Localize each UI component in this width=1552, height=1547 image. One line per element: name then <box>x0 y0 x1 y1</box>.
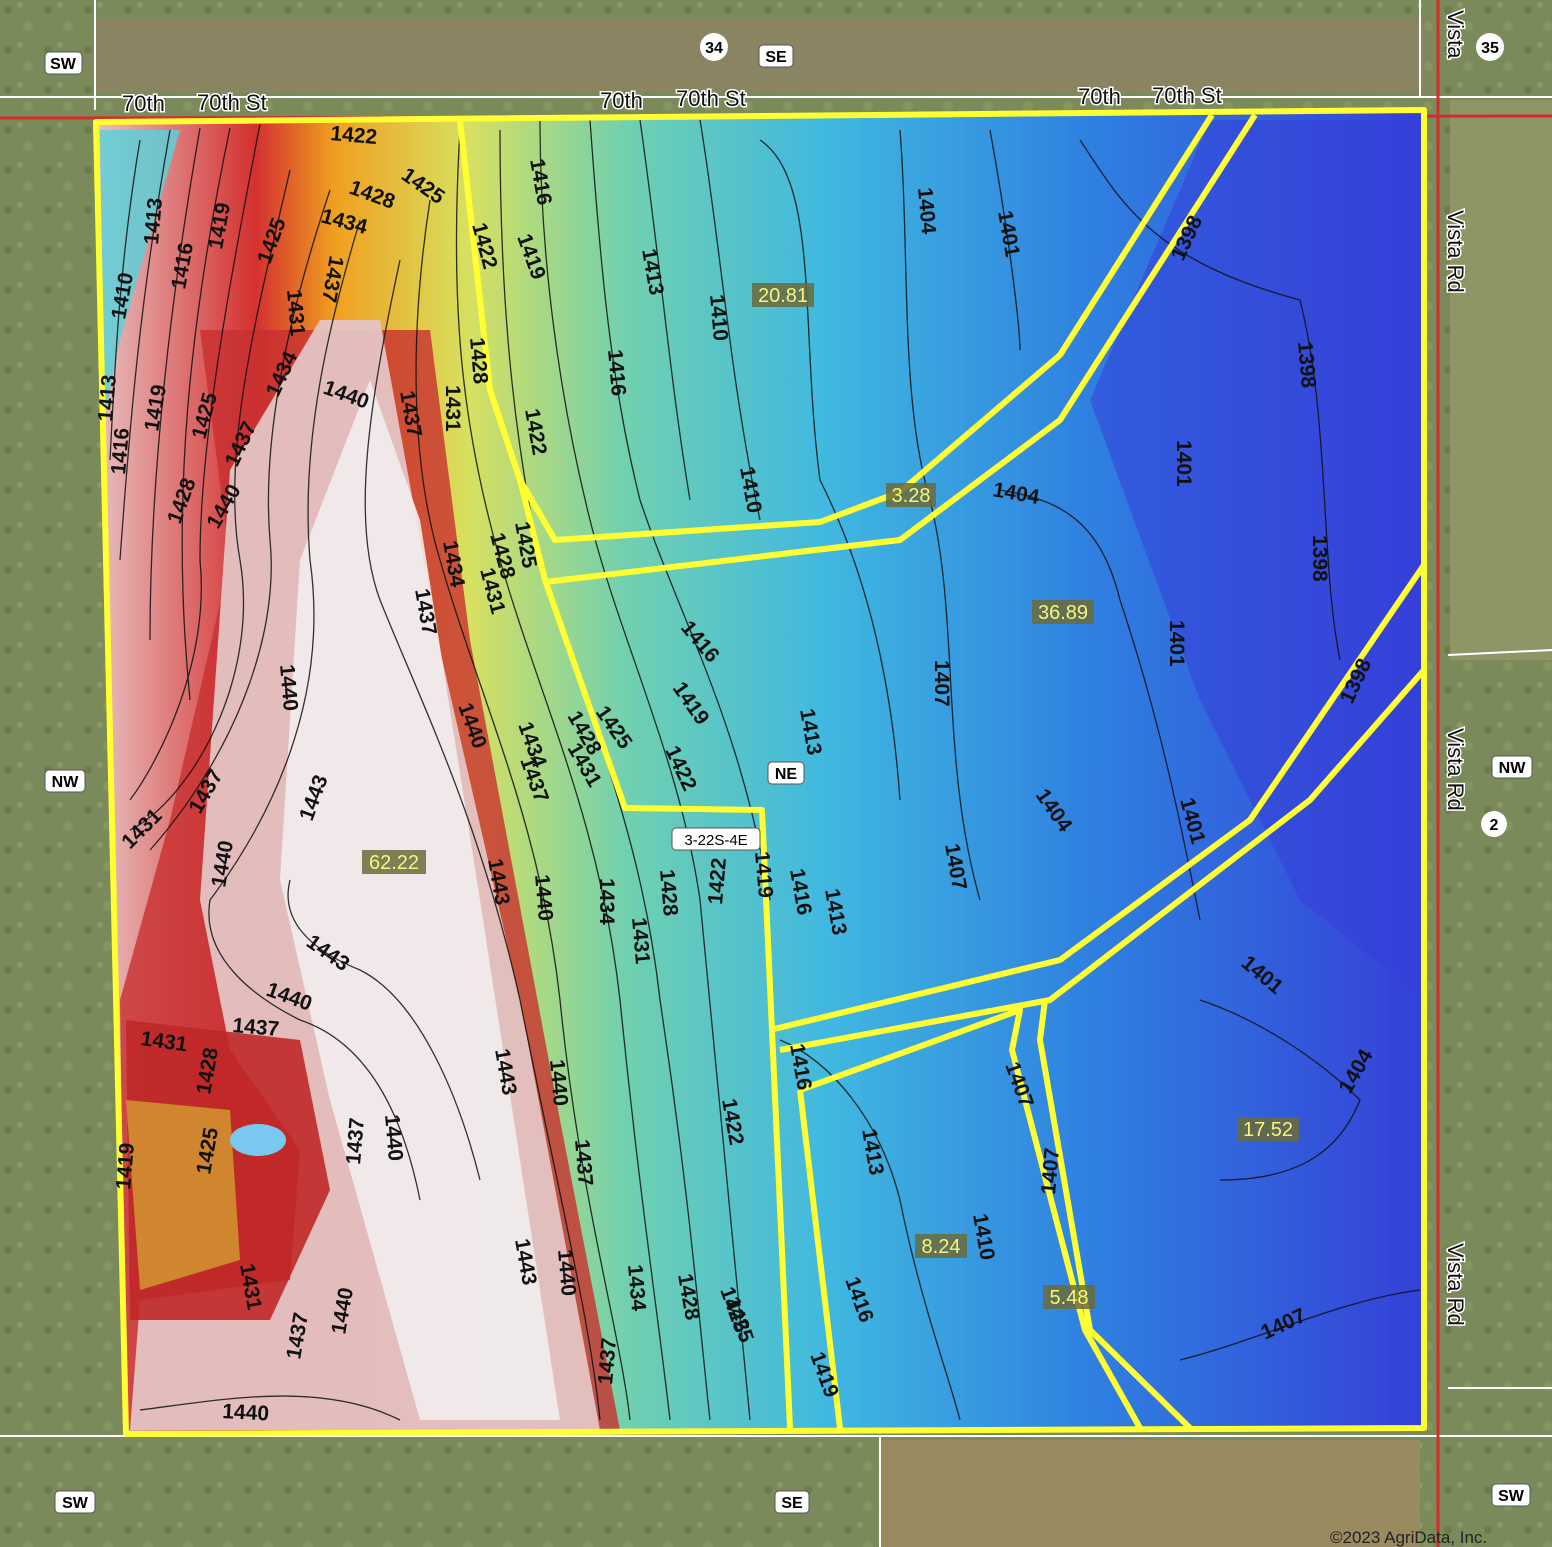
contour-label: 1416 <box>603 348 630 397</box>
acres-17-52: 17.52 <box>1243 1119 1293 1141</box>
field-bottom-strip <box>880 1440 1420 1547</box>
contour-label: 1410 <box>705 293 732 342</box>
field-acre-label: 17.52 <box>1237 1117 1299 1141</box>
contour-label: 1437 <box>342 1117 369 1166</box>
section-label-sw-bottom-right: SW <box>1498 1488 1525 1505</box>
contour-label: 1428 <box>655 868 682 917</box>
section-label-ne: NE <box>775 766 798 783</box>
acres-62-22: 62.22 <box>369 852 419 874</box>
field-acre-label: 5.48 <box>1043 1285 1095 1309</box>
road-label-70th-st-2: 70th St <box>676 86 746 111</box>
contour-label: 1416 <box>107 427 134 476</box>
road-label-70th-3: 70th <box>1078 84 1121 109</box>
contour-label: 1440 <box>222 1400 270 1425</box>
road-label-vista-rd-2: Vista Rd <box>1443 728 1468 811</box>
section-label-sw-top-left: SW <box>50 56 77 73</box>
township-label: 3-22S-4E <box>684 832 747 849</box>
contour-label: 1407 <box>1037 1147 1064 1196</box>
section-number-34: 34 <box>705 40 723 57</box>
field-right-strip <box>1450 100 1552 660</box>
field-acre-label: 3.28 <box>886 483 936 507</box>
road-label-vista: Vista <box>1443 10 1468 59</box>
section-badge: NE <box>767 761 805 785</box>
field-acre-label: 8.24 <box>915 1234 967 1258</box>
section-badge: SE <box>774 1490 810 1514</box>
contour-label: 1437 <box>232 1014 281 1041</box>
section-badge: SW <box>1491 1483 1531 1507</box>
section-label-nw-right: NW <box>1499 760 1527 777</box>
field-acre-label: 20.81 <box>752 283 814 307</box>
section-badge: 34 <box>700 33 728 61</box>
contour-label: 1398 <box>1308 535 1331 582</box>
elevation-raster <box>96 110 1424 1434</box>
section-number-35: 35 <box>1481 40 1499 57</box>
section-badge: SW <box>44 51 83 75</box>
contour-label: 1401 <box>1172 440 1195 487</box>
section-label-se-bottom: SE <box>781 1495 803 1512</box>
section-badge: SE <box>758 44 794 68</box>
field-acre-label: 62.22 <box>362 850 426 874</box>
acres-5-48: 5.48 <box>1050 1287 1089 1309</box>
contour-label: 1419 <box>112 1142 139 1191</box>
contour-label: 1398 <box>1293 340 1320 389</box>
contour-label: 1431 <box>282 288 309 337</box>
contour-label: 1413 <box>140 197 167 246</box>
section-label-nw-left: NW <box>52 774 80 791</box>
contour-label: 1437 <box>570 1138 597 1187</box>
section-label-se-top: SE <box>765 49 787 66</box>
copyright-notice: ©2023 AgriData, Inc. <box>1330 1528 1487 1547</box>
contour-label: 1434 <box>623 1263 650 1312</box>
field-acre-label: 36.89 <box>1032 600 1094 624</box>
contour-label: 1440 <box>275 663 302 712</box>
pond <box>230 1124 286 1156</box>
contour-lines <box>109 119 1421 1421</box>
contour-label: 1431 <box>441 385 464 432</box>
contour-label: 1431 <box>627 916 654 965</box>
section-badge: NW <box>1491 755 1533 779</box>
contour-label: 1437 <box>594 1337 621 1386</box>
contour-label: 1434 <box>595 878 618 925</box>
contour-label: 1401 <box>1165 620 1188 667</box>
contour-label: 1440 <box>530 873 557 922</box>
section-badge: 35 <box>1476 33 1504 61</box>
road-label-70th-st-1: 70th St <box>197 90 267 115</box>
section-badge: 3-22S-4E <box>671 827 761 851</box>
field-boundaries <box>93 107 1427 1437</box>
section-badge: SW <box>54 1490 96 1514</box>
contour-label: 1419 <box>750 850 777 899</box>
acres-3-28: 3.28 <box>892 485 931 507</box>
section-labels: SW 34 SE 35 NW NE 3-22S-4E NW 2 SW SE SW <box>44 33 1533 1514</box>
road-label-70th-st-3: 70th St <box>1152 83 1222 108</box>
road-label-70th-2: 70th <box>600 88 643 113</box>
section-badge: NW <box>44 769 86 793</box>
acres-36-89: 36.89 <box>1038 602 1088 624</box>
contour-label: 1440 <box>545 1058 572 1107</box>
road-label-vista-rd-1: Vista Rd <box>1443 210 1468 293</box>
section-label-sw-bottom-left: SW <box>62 1495 89 1512</box>
acres-20-81: 20.81 <box>758 285 808 307</box>
acreage-labels: 62.22 20.81 3.28 36.89 17.52 8.24 5.48 <box>362 283 1299 1309</box>
contour-label: 1440 <box>553 1248 580 1297</box>
road-label-vista-rd-3: Vista Rd <box>1443 1243 1468 1326</box>
acres-8-24: 8.24 <box>922 1236 961 1258</box>
contour-label: 1413 <box>94 374 121 423</box>
contour-label: 1428 <box>465 336 492 385</box>
section-number-2: 2 <box>1490 817 1499 834</box>
section-badge: 2 <box>1481 811 1507 837</box>
contour-label: 1407 <box>930 660 953 707</box>
road-label-70th-1: 70th <box>122 91 165 116</box>
contour-label: 1422 <box>330 122 379 149</box>
road-labels: 70th 70th St 70th 70th St 70th 70th St V… <box>121 9 1470 1328</box>
contour-label: 1440 <box>380 1113 407 1162</box>
contour-label: 1422 <box>704 857 731 906</box>
contour-label: 1404 <box>913 186 940 235</box>
